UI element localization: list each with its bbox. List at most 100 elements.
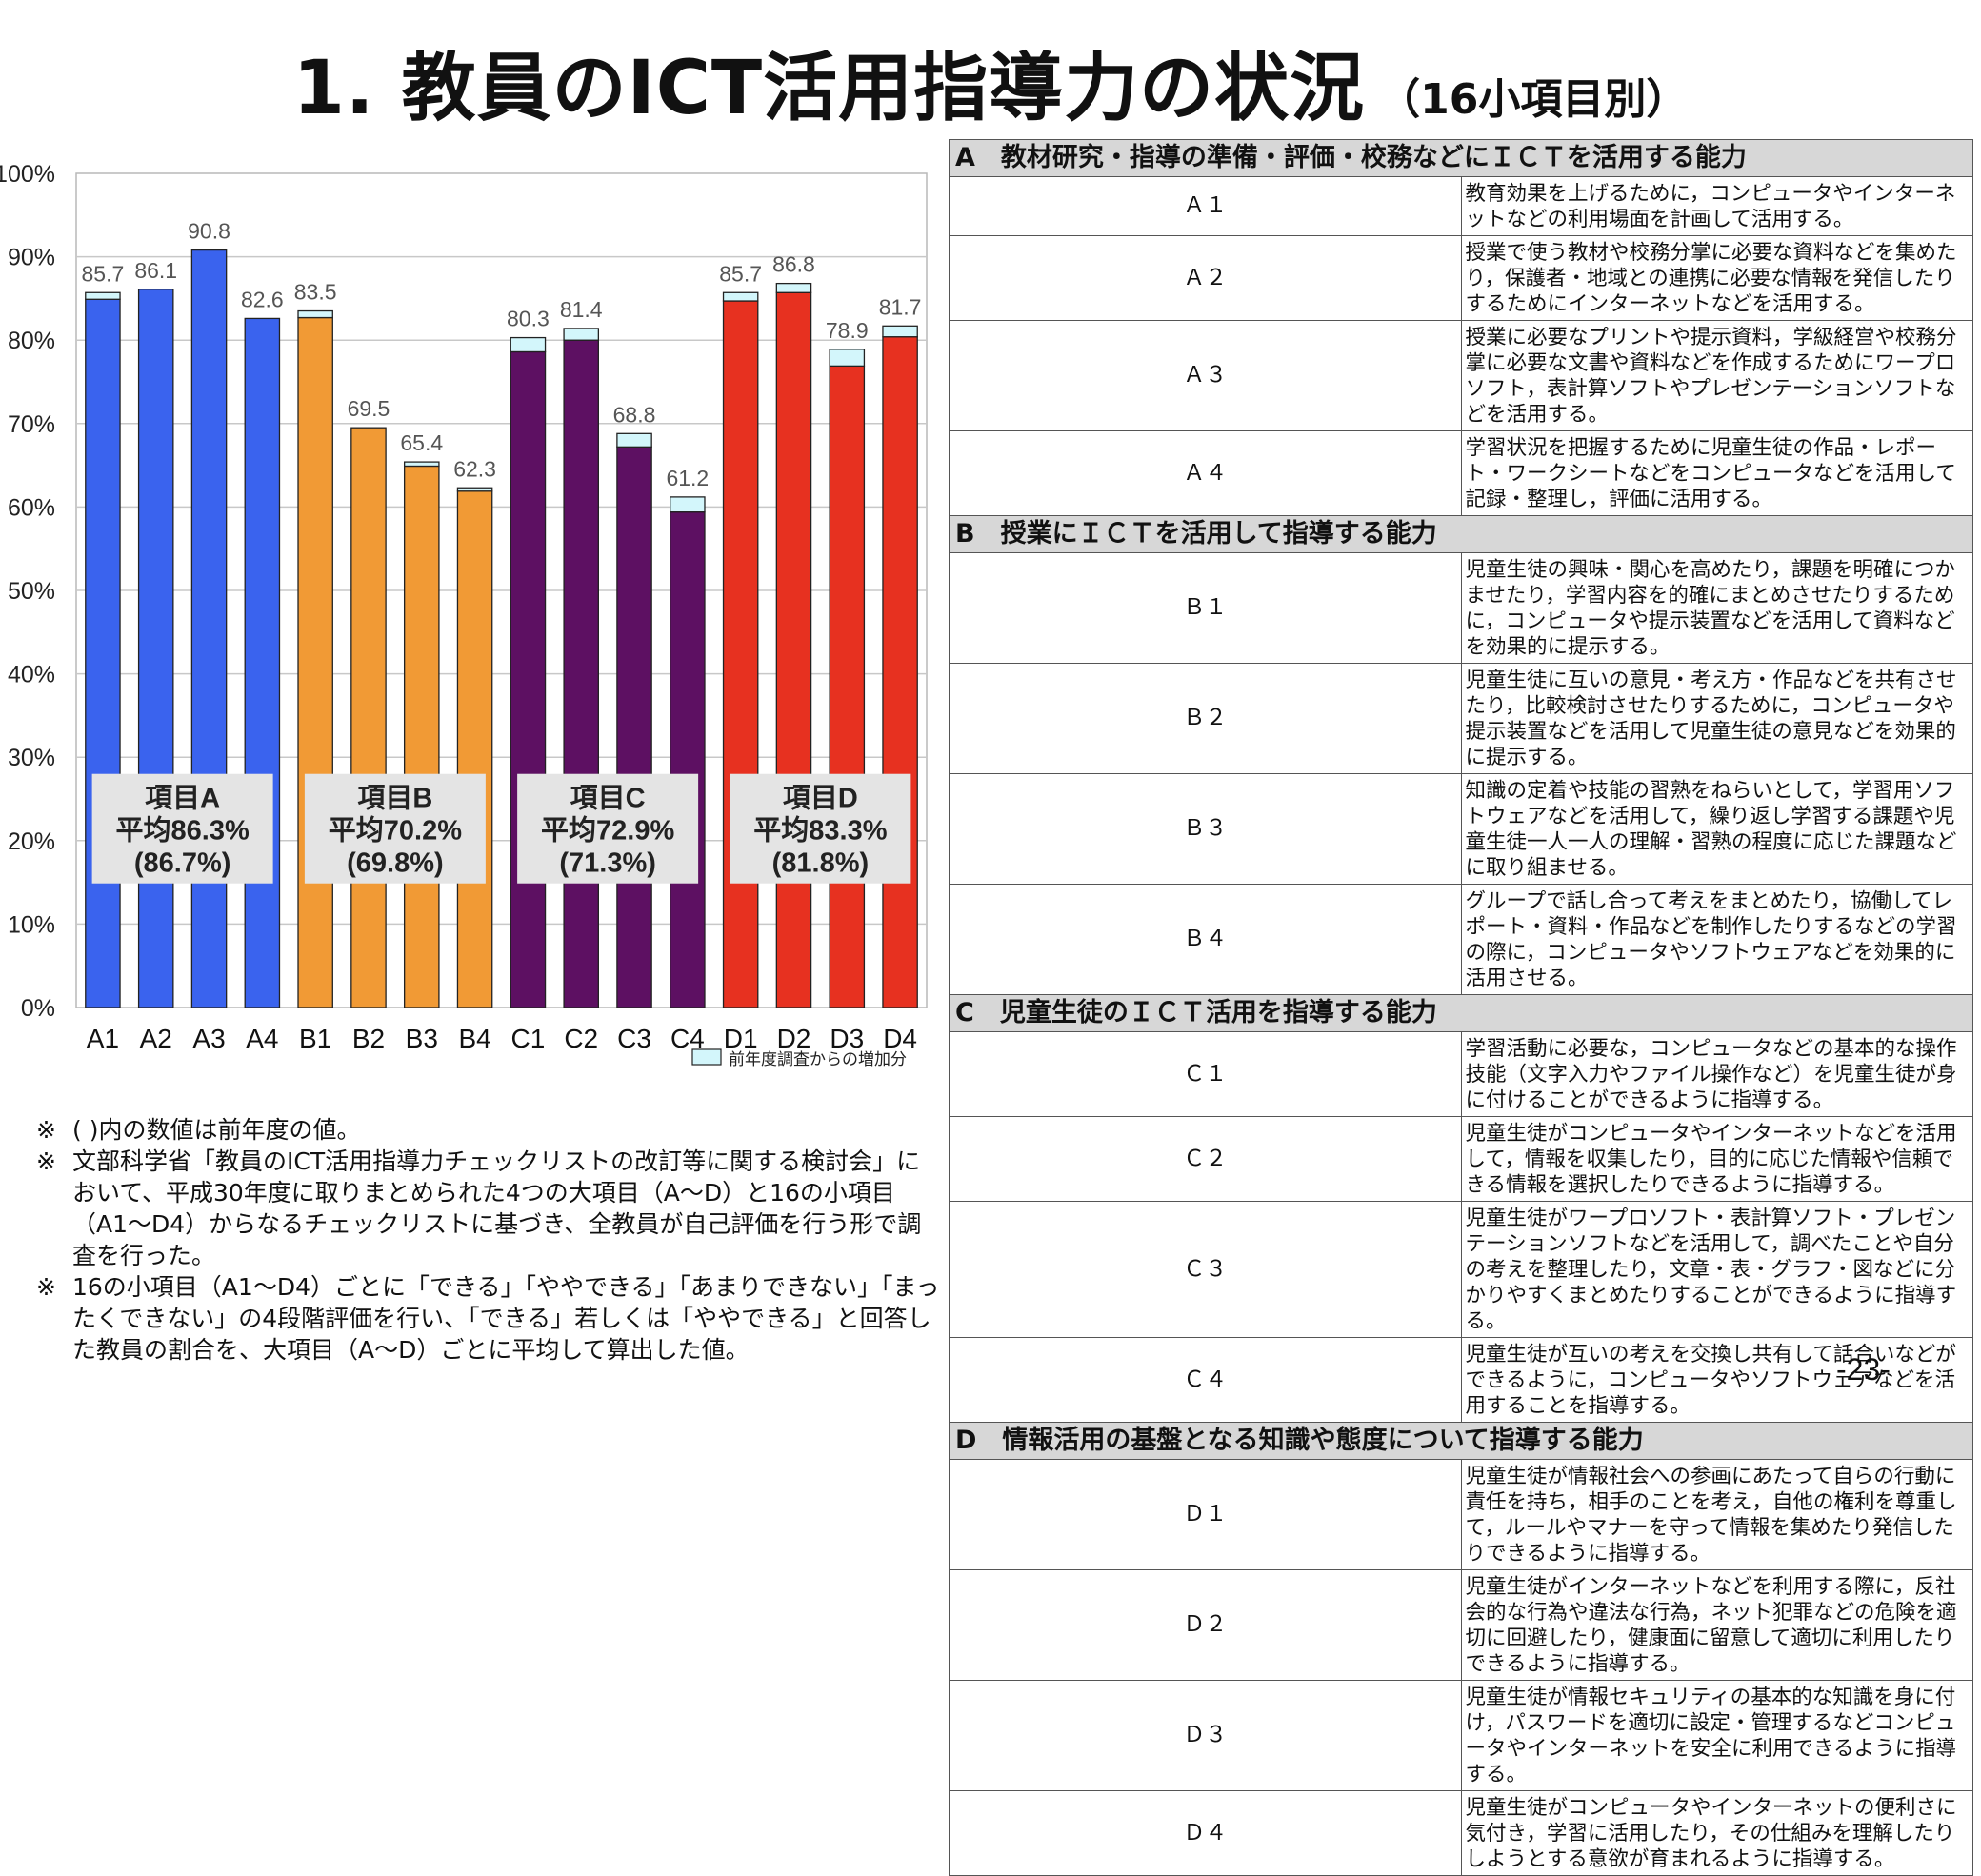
data-label: 83.5 (294, 280, 337, 305)
table-row: Ｄ１ 児童生徒が情報社会への参画にあたって自らの行動に責任を持ち，相手のことを考え… (949, 1459, 1973, 1570)
bar (350, 427, 387, 1008)
bar (882, 336, 918, 1008)
bar-increase (775, 282, 812, 293)
y-tick-label: 60% (8, 494, 55, 521)
group-average-text: 平均83.3% (753, 815, 887, 847)
item-text: 児童生徒の興味・関心を高めたり，課題を明確につかませたり，学習内容を的確にまとめ… (1460, 552, 1973, 664)
category-code: C (955, 998, 974, 1028)
bar-increase (616, 432, 652, 448)
page-title: 1. 教員のICT活用指導力の状況 （16小項目別） (0, 29, 1981, 135)
item-text: 児童生徒がコンピュータやインターネットなどを活用して，情報を収集したり，目的に応… (1460, 1116, 1973, 1202)
item-text: 児童生徒がワープロソフト・表計算ソフト・プレゼンテーションソフトなどを活用して，… (1460, 1201, 1973, 1338)
data-label: 90.8 (188, 219, 230, 244)
bar-increase (510, 336, 547, 353)
y-tick-label: 20% (8, 828, 55, 855)
x-tick-label: B3 (406, 1024, 438, 1053)
x-tick-label: D1 (724, 1024, 758, 1053)
bar (563, 339, 600, 1008)
x-tick-label: B2 (352, 1024, 385, 1053)
title-subtitle: （16小項目別） (1378, 75, 1689, 124)
item-text: 学習状況を把握するために児童生徒の作品・レポート・ワークシートなどをコンピュータ… (1460, 430, 1973, 516)
bar-increase (297, 309, 333, 319)
item-code: Ｃ１ (949, 1031, 1462, 1117)
group-average-text: 平均86.3% (116, 815, 250, 847)
item-code: Ｄ３ (949, 1680, 1462, 1791)
item-text: 児童生徒が情報セキュリティの基本的な知識を身に付け，パスワードを適切に設定・管理… (1460, 1680, 1973, 1791)
legend-label: 前年度調査からの増加分 (729, 1050, 907, 1068)
x-tick-label: D2 (777, 1024, 811, 1053)
category-title: 教材研究・指導の準備・評価・校務などにＩＣＴを活用する能力 (1000, 143, 1747, 172)
y-tick-label: 100% (0, 161, 55, 188)
item-code: Ａ３ (949, 320, 1462, 431)
item-text: 児童生徒に互いの意見・考え方・作品などを共有させたり，比較検討させたりするために… (1460, 663, 1973, 774)
table-row: Ａ４ 学習状況を把握するために児童生徒の作品・レポート・ワークシートなどをコンピュ… (949, 430, 1973, 516)
table-row: Ｄ４ 児童生徒がコンピュータやインターネットの便利さに気付き，学習に活用したり，そ… (949, 1790, 1973, 1876)
footnote-text: 文部科学省「教員のICT活用指導力チェックリストの改訂等に関する検討会」において… (72, 1148, 922, 1269)
footnotes: ※ ( )内の数値は前年度の値。 ※ 文部科学省「教員のICT活用指導力チェック… (36, 1114, 941, 1366)
data-label: 82.6 (241, 287, 284, 311)
category-title: 授業にＩＣＴを活用して指導する能力 (1000, 519, 1437, 549)
bar (670, 511, 706, 1008)
table-row: Ａ２ 授業で使う教材や校務分掌に必要な資料などを集めたり，保護者・地域との連携に必… (949, 235, 1973, 321)
group-average-box (91, 773, 273, 884)
x-tick-label: A4 (246, 1024, 278, 1053)
category-header-row: C 児童生徒のＩＣＴ活用を指導する能力 (949, 994, 1973, 1032)
category-header-row: B 授業にＩＣＴを活用して指導する能力 (949, 515, 1973, 553)
y-tick-label: 70% (8, 411, 55, 438)
table-row: Ｄ２ 児童生徒がインターネットなどを利用する際に，反社会的な行為や違法な行為，ネッ… (949, 1569, 1973, 1681)
bar-increase (85, 291, 121, 300)
category-header: A 教材研究・指導の準備・評価・校務などにＩＣＴを活用する能力 (949, 139, 1973, 177)
footnote: ※ 文部科学省「教員のICT活用指導力チェックリストの改訂等に関する検討会」にお… (36, 1146, 941, 1271)
x-tick-label: B4 (458, 1024, 490, 1053)
table-row: Ｂ３ 知識の定着や技能の習熟をねらいとして，学習用ソフトウェアなどを活用して，繰り… (949, 773, 1973, 885)
group-average-text: (69.8%) (347, 848, 444, 879)
data-label: 86.1 (134, 258, 177, 283)
bar (722, 300, 759, 1008)
y-tick-label: 30% (8, 745, 55, 771)
footnote-mark: ※ (36, 1148, 56, 1175)
group-average-text: 項目C (570, 784, 646, 814)
item-code: Ｂ４ (949, 884, 1462, 995)
group-average-box (517, 773, 699, 884)
bar-chart: 0% 10% 20% 30% 40% 50% 60% 70% 80% 90% 100% 85.7 A1 8… (0, 161, 928, 1068)
item-code: Ｄ２ (949, 1569, 1462, 1681)
bar (403, 465, 440, 1008)
data-label: 68.8 (613, 402, 656, 427)
bar (244, 317, 281, 1008)
footnote: ※ 16の小項目（A1～D4）ごとに「できる」「ややできる」「あまりできない」「… (36, 1271, 941, 1366)
bar (137, 289, 174, 1008)
x-tick-label: A1 (87, 1024, 119, 1053)
group-average-text: (86.7%) (134, 848, 231, 879)
data-label: 62.3 (453, 456, 496, 481)
table-row: Ｂ１ 児童生徒の興味・関心を高めたり，課題を明確につかませたり，学習内容を的確にま… (949, 552, 1973, 664)
bar (190, 249, 228, 1008)
table-row: Ｃ４ 児童生徒が互いの考えを交換し共有して話合いなどができるように，コンピュータや… (949, 1337, 1973, 1423)
item-code: Ｄ４ (949, 1790, 1462, 1876)
x-tick-label: B1 (299, 1024, 331, 1053)
y-tick-label: 10% (8, 911, 55, 938)
data-label: 81.4 (560, 297, 603, 322)
skill-definitions-table: A 教材研究・指導の準備・評価・校務などにＩＣＴを活用する能力 Ａ１ 教育効果を上… (949, 139, 1973, 1876)
category-header: C 児童生徒のＩＣＴ活用を指導する能力 (949, 994, 1973, 1032)
group-average-text: 項目D (783, 784, 858, 814)
item-code: Ｄ１ (949, 1459, 1462, 1570)
data-label: 78.9 (826, 318, 869, 343)
footnote-mark: ※ (36, 1116, 56, 1144)
data-label: 85.7 (82, 261, 125, 286)
bar-increase (563, 328, 600, 341)
data-label: 61.2 (666, 466, 709, 490)
bar-increase (456, 487, 493, 492)
bar (510, 350, 547, 1008)
item-code: Ｃ３ (949, 1201, 1462, 1338)
table-row: Ｃ３ 児童生徒がワープロソフト・表計算ソフト・プレゼンテーションソフトなどを活用し… (949, 1201, 1973, 1338)
item-text: 児童生徒がコンピュータやインターネットの便利さに気付き，学習に活用したり，その仕… (1460, 1790, 1973, 1876)
item-text: 知識の定着や技能の習熟をねらいとして，学習用ソフトウェアなどを活用して，繰り返し… (1460, 773, 1973, 885)
footnote-text: ( )内の数値は前年度の値。 (72, 1116, 361, 1144)
category-code: B (955, 519, 975, 549)
group-average-text: 平均72.9% (541, 815, 674, 847)
data-label: 80.3 (507, 307, 550, 331)
group-average-text: 項目B (357, 784, 432, 814)
footnote: ※ ( )内の数値は前年度の値。 (36, 1114, 941, 1146)
y-tick-label: 80% (8, 328, 55, 354)
group-average-box (304, 773, 486, 884)
